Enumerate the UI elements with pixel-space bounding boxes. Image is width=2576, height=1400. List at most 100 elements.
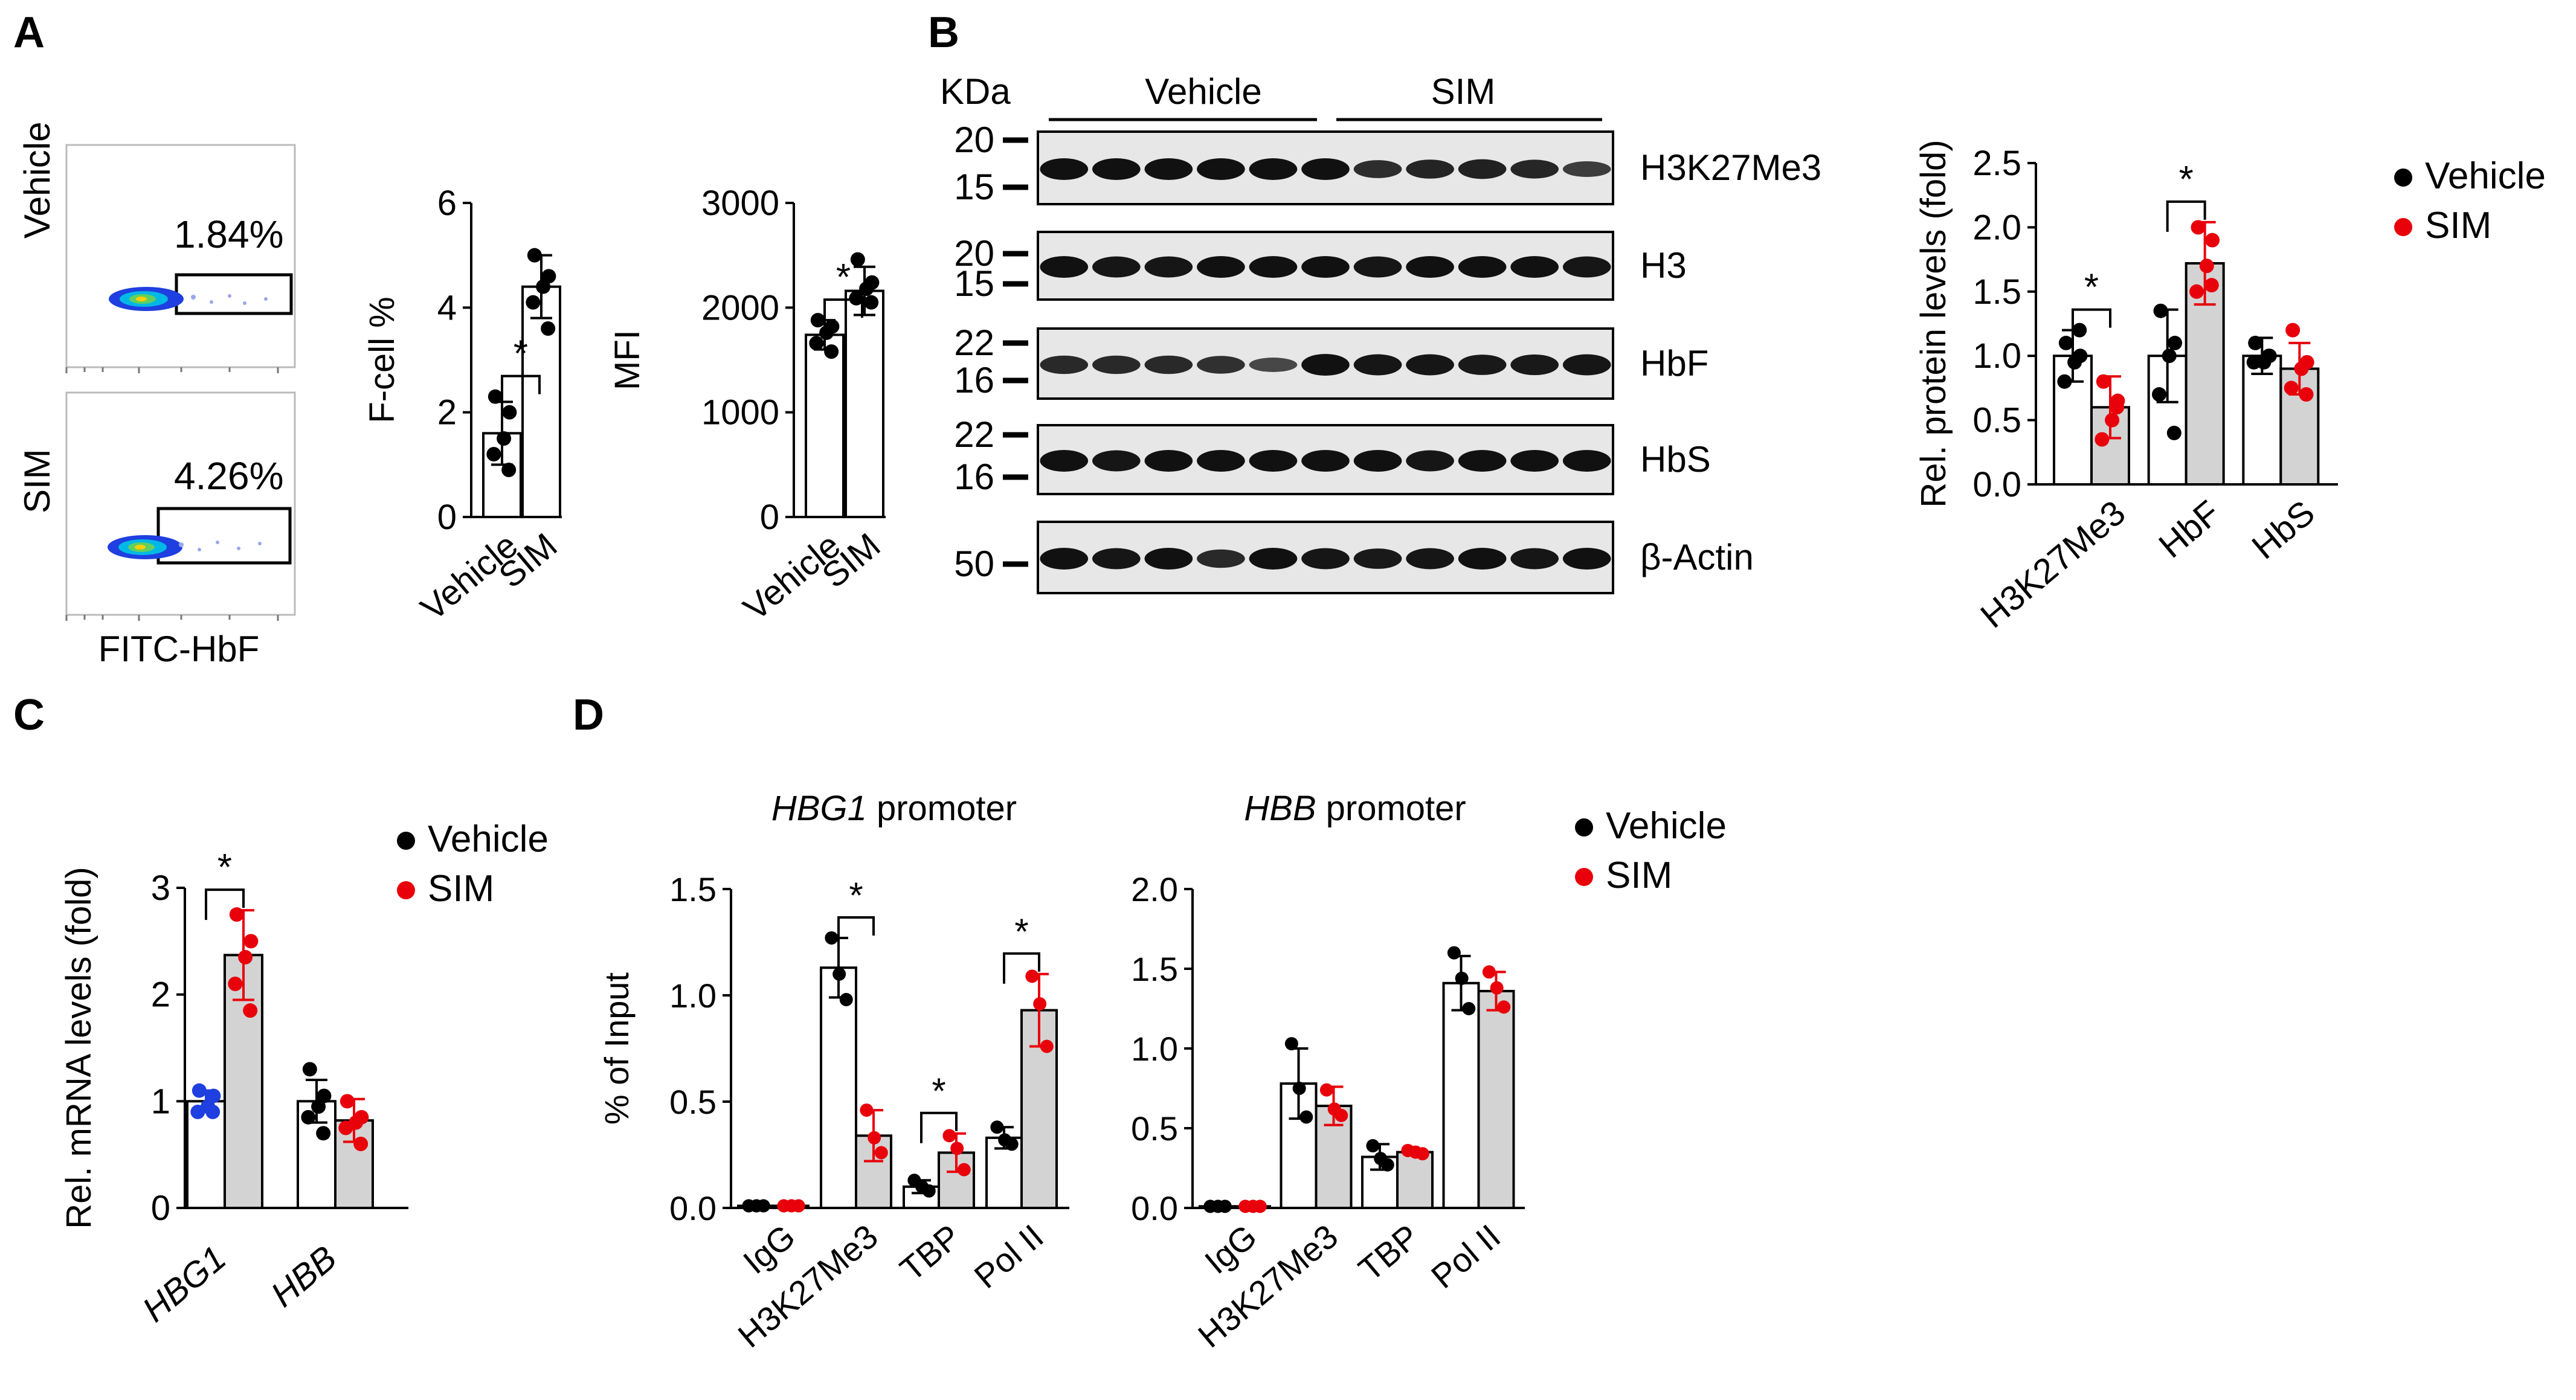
data-point: [1033, 997, 1047, 1011]
blot-band: [1301, 256, 1350, 278]
marker-label: 22: [954, 323, 994, 363]
y-tick-label: 1.0: [1972, 336, 2021, 376]
blot-band: [1458, 159, 1507, 179]
blot-band: [1510, 159, 1559, 179]
chart-protein-levels: 0.0 0.5 1.0 1.5 2.0 2.5 Rel. protein levels (f…: [1914, 140, 2546, 635]
data-point: [990, 1120, 1004, 1134]
data-point: [950, 1142, 964, 1155]
category-label: H3K27Me3: [1973, 493, 2133, 635]
marker-label: 20: [954, 233, 994, 274]
bar: [1477, 989, 1515, 1209]
significance-bracket: [823, 298, 863, 330]
flow-plot-vehicle: Vehicle 1.84%: [17, 122, 296, 373]
y-tick-label: 3: [151, 869, 170, 908]
marker-label: 20: [954, 120, 994, 160]
panel-label-c: C: [13, 691, 45, 739]
y-tick-label: 1000: [701, 393, 779, 432]
data-point: [316, 1126, 331, 1141]
data-point: [860, 1103, 874, 1117]
data-point: [302, 1062, 317, 1077]
data-point: [859, 281, 874, 297]
category-label: TBP: [893, 1217, 968, 1288]
data-point: [1292, 1082, 1306, 1095]
blot-band: [1458, 450, 1507, 472]
data-point: [2072, 323, 2087, 338]
data-point: [864, 295, 879, 310]
blot-band: [1197, 158, 1245, 180]
legend-label: Vehicle: [1606, 805, 1727, 847]
bar: [521, 285, 561, 518]
data-point: [2284, 381, 2299, 396]
data-point: [832, 967, 846, 981]
bar: [1396, 1151, 1434, 1209]
band-name: β-Actin: [1640, 537, 1754, 577]
significance-star: *: [1014, 911, 1028, 952]
data-point: [1482, 965, 1496, 979]
data-point: [190, 1105, 205, 1119]
data-point: [2168, 335, 2183, 350]
category-label: Pol II: [1424, 1217, 1507, 1296]
data-point: [2299, 387, 2314, 402]
significance-star: *: [932, 1071, 945, 1111]
y-tick-label: 2: [151, 975, 170, 1015]
blot-band: [1144, 450, 1193, 472]
blot-band: [1040, 548, 1089, 570]
data-point: [1284, 1037, 1298, 1051]
data-point: [501, 463, 517, 477]
y-tick-label: 1: [151, 1082, 170, 1121]
marker-label: 16: [954, 457, 994, 497]
data-point: [353, 1137, 369, 1151]
data-point: [2204, 278, 2219, 293]
significance-bracket: [205, 888, 245, 920]
chart-title: HBB promoter: [1244, 789, 1466, 828]
blot-band: [1144, 256, 1193, 278]
bar: [845, 289, 884, 518]
chart-title: HBG1 promoter: [771, 789, 1017, 828]
blot-band: [1353, 256, 1402, 278]
data-point: [1455, 971, 1469, 985]
data-point: [922, 1184, 936, 1198]
y-tick-label: 3000: [701, 184, 779, 223]
band-name: H3K27Me3: [1640, 147, 1821, 188]
data-point: [338, 1120, 353, 1135]
bar: [805, 333, 845, 519]
significance-bracket: [1003, 952, 1040, 984]
panel-label-b: B: [928, 8, 959, 57]
marker-label: 16: [954, 360, 994, 400]
y-axis-label: MFI: [608, 330, 647, 390]
blot-band: [1562, 161, 1611, 178]
flow-condition-label: Vehicle: [17, 122, 57, 239]
blot-band: [1144, 355, 1193, 374]
gate-percent: 1.84%: [174, 213, 283, 256]
significance-bracket: [2072, 308, 2111, 340]
data-point: [2057, 374, 2072, 389]
blot-band: [1458, 256, 1507, 278]
data-point: [526, 295, 541, 310]
data-point: [1415, 1147, 1429, 1161]
legend-label: SIM: [1606, 855, 1672, 896]
y-tick-label: 0: [151, 1189, 170, 1228]
wb-group-vehicle: Vehicle: [1145, 71, 1261, 112]
blot-band: [1510, 256, 1559, 278]
data-point: [192, 1083, 207, 1098]
data-point: [301, 1109, 316, 1125]
data-point: [2153, 303, 2168, 318]
blot-band: [1197, 256, 1245, 278]
data-point: [502, 405, 517, 420]
category-label: IgG: [1197, 1217, 1264, 1281]
data-point: [2058, 335, 2073, 350]
y-tick-label: 6: [437, 184, 457, 223]
blot-band: [1353, 450, 1402, 472]
data-point: [819, 325, 834, 340]
blot-band: [1092, 450, 1141, 472]
legend-label: Vehicle: [2425, 155, 2546, 197]
legend-marker: [1575, 818, 1593, 836]
legend-marker: [1575, 868, 1593, 886]
category-label: HBB: [263, 1238, 344, 1314]
legend-label: SIM: [428, 868, 494, 910]
blot-band: [1197, 549, 1245, 568]
category-label: HbS: [2244, 493, 2322, 567]
